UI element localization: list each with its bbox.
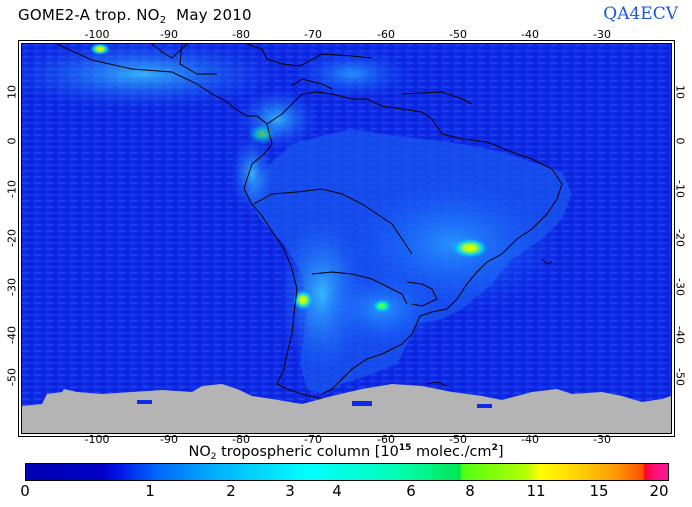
lon-tick-top: -60: [377, 28, 395, 41]
lon-tick-top: -40: [521, 28, 539, 41]
lat-tick-left: 0: [5, 137, 19, 145]
lat-tick-right: -50: [673, 368, 687, 386]
lon-tick-top: -90: [160, 28, 178, 41]
lat-tick-right: -20: [673, 229, 687, 247]
hotspot-bogota: [248, 124, 276, 144]
colorbar-label: 11: [526, 482, 546, 500]
lat-tick-right: 0: [673, 137, 687, 145]
map-canvas: [22, 44, 671, 433]
lon-tick-top: -80: [232, 28, 250, 41]
hotspot-buenos-aires: [372, 299, 392, 313]
colorbar-label: 2: [226, 482, 236, 500]
lon-tick-top: -70: [304, 28, 322, 41]
colorbar-label: 3: [285, 482, 295, 500]
lat-tick-left: 10: [5, 85, 19, 99]
no-data-region: [22, 384, 671, 433]
lat-tick-right: -40: [673, 326, 687, 344]
lon-tick-bottom: -30: [593, 433, 611, 446]
title-date: May 2010: [166, 6, 252, 24]
lon-tick-top: -100: [84, 28, 110, 41]
lon-tick-bottom: -70: [304, 433, 322, 446]
lat-tick-left: -20: [5, 229, 19, 247]
colorbar-title: NO2 tropospheric column [1015 molec./cm2…: [0, 443, 692, 462]
lon-tick-bottom: -90: [160, 433, 178, 446]
colorbar-title-text: tropospheric column [10: [216, 444, 399, 460]
lat-tick-left: -10: [5, 180, 19, 198]
title-text: GOME2-A trop. NO: [18, 6, 160, 24]
mexico-haze: [22, 44, 282, 109]
lon-tick-bottom: -80: [232, 433, 250, 446]
colorbar-title-sup: 2: [491, 443, 498, 453]
lon-tick-bottom: -50: [449, 433, 467, 446]
colorbar-title-text: molec./cm: [411, 444, 492, 460]
colorbar-title-text: ]: [497, 444, 504, 460]
colorbar-title-sub: 2: [210, 452, 217, 462]
colorbar-label: 0: [20, 482, 30, 500]
lat-tick-left: -50: [5, 368, 19, 386]
lat-tick-right: -30: [673, 278, 687, 296]
hotspot-mexico-city: [90, 44, 110, 55]
lon-tick-bottom: -40: [521, 433, 539, 446]
lon-tick-top: -30: [593, 28, 611, 41]
lat-tick-right: -10: [673, 180, 687, 198]
map-title: GOME2-A trop. NO2 May 2010: [18, 6, 252, 26]
hotspot-sao-paulo: [452, 238, 488, 258]
no2-map[interactable]: [21, 43, 672, 434]
lat-tick-left: -30: [5, 278, 19, 296]
colorbar-label: 15: [589, 482, 609, 500]
coastlines: [56, 44, 563, 405]
hotspot-santiago: [293, 290, 313, 310]
colorbar-label: 4: [332, 482, 342, 500]
colorbar-title-sup: 15: [398, 443, 412, 453]
title-subscript: 2: [159, 15, 167, 26]
lat-tick-left: -40: [5, 326, 19, 344]
lon-tick-bottom: -100: [84, 433, 110, 446]
lat-tick-right: 10: [673, 85, 687, 99]
colorbar-label: 20: [649, 482, 669, 500]
lon-tick-top: -50: [449, 28, 467, 41]
brand-logo-text: QA4ECV: [603, 4, 678, 24]
colorbar-label: 6: [406, 482, 416, 500]
colorbar-title-text: NO: [188, 444, 211, 460]
colorbar: [25, 463, 669, 481]
lon-tick-bottom: -60: [377, 433, 395, 446]
colorbar-label: 1: [145, 482, 155, 500]
colorbar-label: 8: [465, 482, 475, 500]
